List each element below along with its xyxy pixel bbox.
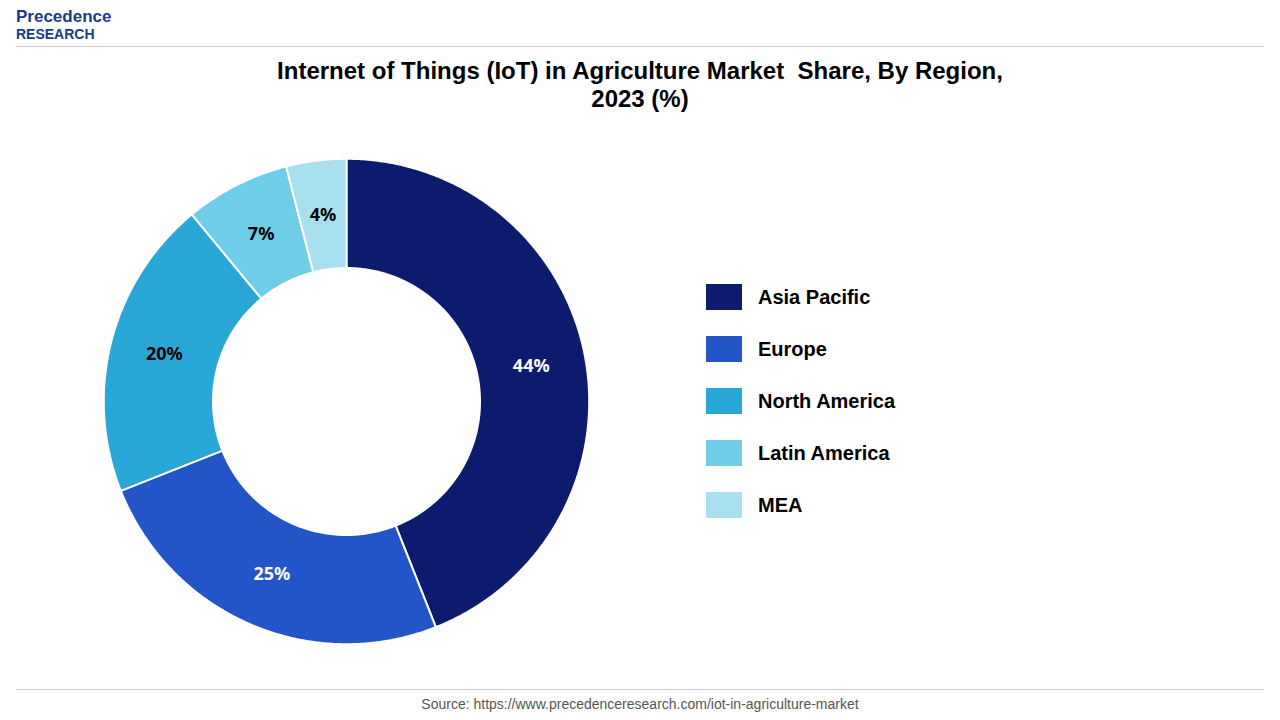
html-text:Precedence: Precedence bbox=[16, 7, 112, 26]
svg-text:4%: 4% bbox=[310, 202, 337, 226]
svg-text:7%: 7% bbox=[248, 221, 275, 245]
html-text:RESEARCH: RESEARCH bbox=[16, 25, 95, 42]
svg-text:20%: 20% bbox=[146, 342, 183, 366]
html-text:Internet of Things (IoT) in Ag: Internet of Things (IoT) in Agriculture … bbox=[277, 57, 1003, 113]
html-text:Asia Pacific: Asia Pacific bbox=[758, 285, 871, 308]
html-text:Source: https://www.precedence: Source: https://www.precedenceresearch.c… bbox=[421, 696, 859, 712]
svg-text:44%: 44% bbox=[513, 353, 550, 377]
html-text:Europe: Europe bbox=[758, 337, 827, 360]
html-text:Latin America: Latin America bbox=[758, 441, 890, 464]
svg-text:25%: 25% bbox=[253, 561, 290, 585]
html-text:MEA: MEA bbox=[758, 493, 803, 516]
html-text:North America: North America bbox=[758, 389, 896, 412]
